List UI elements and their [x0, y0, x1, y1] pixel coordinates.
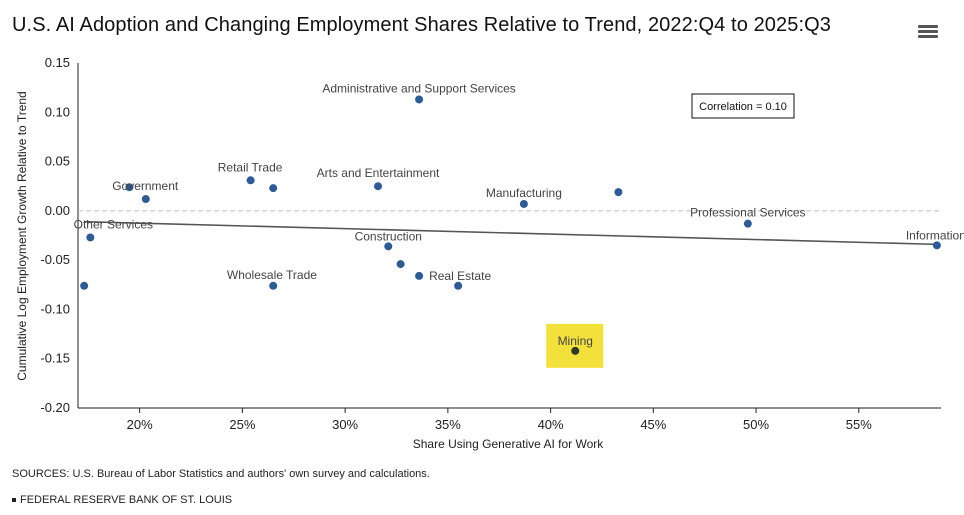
sources-note: SOURCES: U.S. Bureau of Labor Statistics… [12, 468, 430, 480]
data-point[interactable] [269, 184, 278, 193]
trend-line-path [84, 220, 937, 246]
y-tick-label: -0.15 [40, 351, 70, 366]
x-tick-label: 30% [332, 417, 358, 432]
data-point[interactable] [743, 219, 752, 228]
data-point[interactable] [415, 95, 424, 104]
x-axis: 20% 25% 30% 35% 40% 45% 50% 55% [78, 407, 941, 432]
point-labels: Other Services Government Retail Trade Whol… [74, 81, 964, 347]
point-label: Other Services [74, 217, 153, 231]
y-tick-label: -0.05 [40, 252, 70, 267]
data-points [80, 95, 941, 355]
hamburger-menu-icon[interactable] [918, 25, 938, 41]
x-tick-label: 45% [640, 417, 666, 432]
x-tick-label: 50% [743, 417, 769, 432]
y-tick-label: 0.00 [45, 203, 70, 218]
point-label: Wholesale Trade [227, 268, 317, 282]
point-label: Construction [355, 229, 422, 243]
data-point[interactable] [80, 281, 89, 290]
y-tick-label: -0.20 [40, 400, 70, 415]
footer-bullet-icon [12, 498, 16, 503]
data-point[interactable] [269, 281, 278, 290]
y-tick-label: 0.10 [45, 104, 70, 119]
data-point[interactable] [932, 241, 941, 250]
x-tick-label: 25% [229, 417, 255, 432]
x-tick-label: 20% [127, 417, 153, 432]
point-label: Government [112, 179, 179, 193]
highlight-box [546, 323, 604, 368]
footer-credit: FEDERAL RESERVE BANK OF ST. LOUIS [12, 494, 232, 506]
point-label: Administrative and Support Services [322, 81, 515, 95]
footer-text: FEDERAL RESERVE BANK OF ST. LOUIS [20, 494, 233, 506]
point-label: Professional Services [690, 206, 805, 220]
data-point[interactable] [571, 346, 580, 355]
point-label: Mining [558, 334, 593, 348]
point-label: Arts and Entertainment [317, 166, 440, 180]
data-point[interactable] [384, 242, 393, 251]
correlation-text: Correlation = 0.10 [699, 101, 787, 113]
point-label: Retail Trade [218, 160, 283, 174]
mining-highlight-box [546, 323, 604, 368]
y-tick-label: 0.15 [45, 55, 70, 70]
data-point[interactable] [246, 176, 255, 185]
data-point[interactable] [125, 183, 134, 192]
data-point[interactable] [519, 199, 528, 208]
scatter-chart: 0.15 0.10 0.05 0.00 -0.05 -0.10 -0.15 -0.20 20%… [15, 55, 964, 451]
y-tick-label: 0.05 [45, 154, 70, 169]
point-label: Real Estate [429, 269, 491, 283]
x-tick-label: 35% [435, 417, 461, 432]
correlation-box [691, 93, 795, 119]
y-axis: 0.15 0.10 0.05 0.00 -0.05 -0.10 -0.15 -0.20 [40, 55, 79, 415]
data-point[interactable] [86, 233, 95, 242]
point-label: Manufacturing [486, 186, 562, 200]
data-point[interactable] [141, 195, 150, 204]
data-point[interactable] [614, 188, 623, 197]
x-tick-label: 55% [846, 417, 872, 432]
y-tick-label: -0.10 [40, 301, 70, 316]
point-label: Information [906, 228, 964, 242]
trend-line [84, 220, 937, 246]
chart-title: U.S. AI Adoption and Changing Employment… [12, 14, 832, 36]
data-point[interactable] [373, 182, 382, 191]
data-point[interactable] [454, 281, 463, 290]
y-axis-label: Cumulative Log Employment Growth Relativ… [15, 91, 29, 380]
data-point[interactable] [415, 271, 424, 280]
data-point[interactable] [396, 260, 405, 269]
x-axis-label: Share Using Generative AI for Work [413, 437, 605, 451]
x-tick-label: 40% [538, 417, 564, 432]
correlation-annotation: Correlation = 0.10 [691, 93, 795, 119]
